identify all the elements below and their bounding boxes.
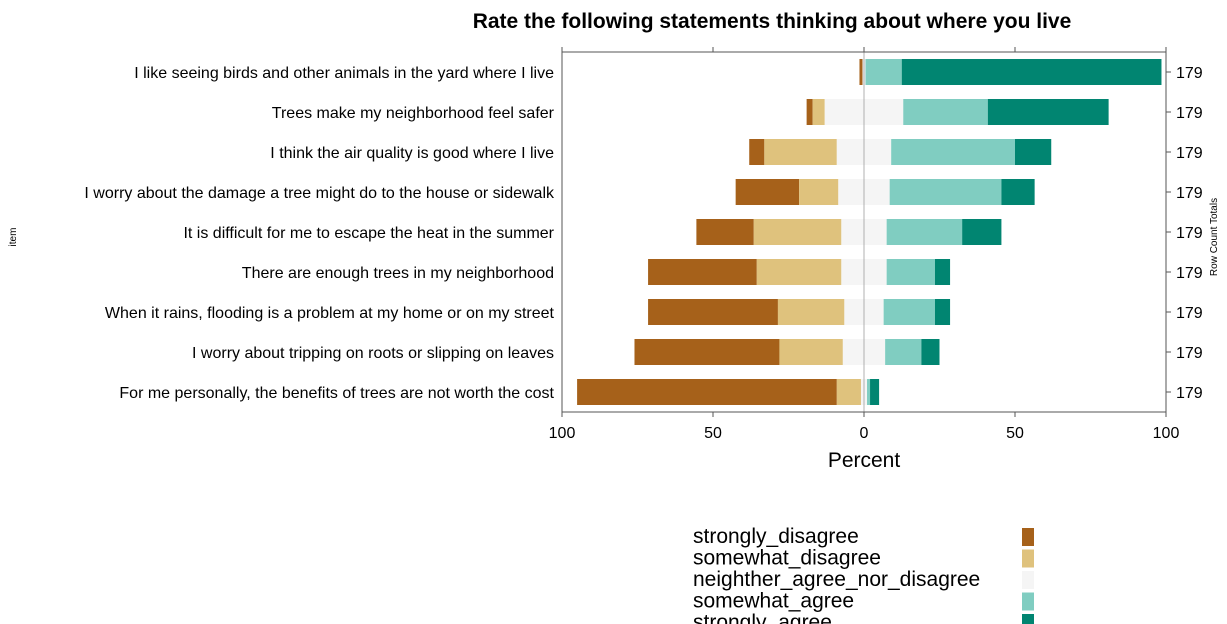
bar-somewhat-agree-row-2 — [903, 99, 988, 125]
item-label-8: I worry about tripping on roots or slipp… — [192, 345, 554, 362]
legend-swatch-somewhat-disagree — [1022, 549, 1034, 568]
bar-somewhat-disagree-row-9 — [836, 379, 861, 405]
bar-strongly-agree-row-8 — [921, 339, 940, 365]
legend-label-strongly-disagree: strongly_disagree — [693, 525, 859, 548]
bar-strongly-agree-row-2 — [987, 99, 1109, 125]
item-label-3: I think the air quality is good where I … — [270, 145, 554, 162]
bars-layer — [577, 59, 1162, 405]
bar-somewhat-agree-row-1 — [865, 59, 902, 85]
x-tick-label-3: 0 — [860, 425, 869, 442]
legend-label-somewhat-disagree: somewhat_disagree — [693, 547, 881, 570]
row-totals-axis-label: Row Count Totals — [1209, 198, 1220, 276]
item-label-9: For me personally, the benefits of trees… — [119, 385, 554, 402]
bar-strongly-disagree-row-4 — [735, 179, 800, 205]
row-total-label-3: 179 — [1176, 145, 1203, 162]
bar-strongly-disagree-row-5 — [696, 219, 754, 245]
bar-strongly-agree-row-9 — [870, 379, 880, 405]
x-tick-label-2: 50 — [704, 425, 722, 442]
legend-label-strongly-agree: strongly_agree — [693, 611, 832, 624]
bar-somewhat-agree-row-9 — [867, 379, 871, 405]
chart-title: Rate the following statements thinking a… — [473, 10, 1072, 33]
item-label-2: Trees make my neighborhood feel safer — [272, 105, 555, 122]
legend-swatch-somewhat-agree — [1022, 592, 1034, 611]
row-total-label-2: 179 — [1176, 105, 1203, 122]
row-total-label-7: 179 — [1176, 305, 1203, 322]
legend-swatch-neighther-agree-nor-disagree — [1022, 571, 1034, 589]
bar-strongly-agree-row-6 — [934, 259, 951, 285]
bar-somewhat-disagree-row-7 — [777, 299, 845, 325]
bar-somewhat-disagree-row-8 — [779, 339, 843, 365]
x-axis-label: Percent — [828, 449, 901, 472]
legend-label-somewhat-agree: somewhat_agree — [693, 590, 854, 613]
row-total-label-1: 179 — [1176, 65, 1203, 82]
row-total-label-5: 179 — [1176, 225, 1203, 242]
row-total-label-4: 179 — [1176, 185, 1203, 202]
bar-strongly-disagree-row-6 — [648, 259, 757, 285]
row-total-labels: 179 179 179 179 179 179 179 179 179 — [1166, 65, 1203, 402]
bar-somewhat-agree-row-4 — [889, 179, 1002, 205]
x-tick-label-4: 50 — [1006, 425, 1024, 442]
bar-strongly-disagree-row-3 — [749, 139, 765, 165]
bar-strongly-agree-row-3 — [1015, 139, 1052, 165]
bar-somewhat-agree-row-3 — [891, 139, 1015, 165]
legend-swatch-strongly-disagree — [1022, 528, 1034, 546]
bar-strongly-agree-row-5 — [962, 219, 1002, 245]
x-axis-ticks: 100 50 0 50 100 — [549, 47, 1180, 442]
item-label-7: When it rains, flooding is a problem at … — [105, 305, 555, 322]
row-total-label-6: 179 — [1176, 265, 1203, 282]
legend-label-neighther-agree-nor-disagree: neighther_agree_nor_disagree — [693, 568, 980, 591]
y-axis-label: item — [8, 228, 19, 247]
item-label-4: I worry about the damage a tree might do… — [84, 185, 555, 202]
item-label-5: It is difficult for me to escape the hea… — [183, 225, 554, 242]
row-total-label-9: 179 — [1176, 385, 1203, 402]
bar-somewhat-agree-row-6 — [886, 259, 935, 285]
legend: strongly_disagreesomewhat_disagreeneight… — [693, 525, 1034, 624]
item-label-1: I like seeing birds and other animals in… — [134, 65, 554, 82]
row-total-label-8: 179 — [1176, 345, 1203, 362]
bar-strongly-disagree-row-7 — [648, 299, 778, 325]
bar-somewhat-disagree-row-3 — [764, 139, 837, 165]
bar-strongly-agree-row-1 — [901, 59, 1162, 85]
bar-strongly-agree-row-7 — [934, 299, 951, 325]
x-tick-label-5: 100 — [1153, 425, 1180, 442]
bar-somewhat-disagree-row-4 — [799, 179, 839, 205]
legend-swatch-strongly-agree — [1022, 614, 1034, 624]
bar-somewhat-disagree-row-5 — [753, 219, 842, 245]
bar-somewhat-agree-row-7 — [883, 299, 935, 325]
bar-somewhat-disagree-row-6 — [756, 259, 842, 285]
x-tick-label-1: 100 — [549, 425, 576, 442]
bar-strongly-agree-row-4 — [1001, 179, 1035, 205]
bar-strongly-disagree-row-9 — [577, 379, 837, 405]
bar-strongly-disagree-row-8 — [634, 339, 780, 365]
bar-somewhat-agree-row-8 — [885, 339, 922, 365]
bar-somewhat-disagree-row-2 — [812, 99, 825, 125]
bar-somewhat-agree-row-5 — [886, 219, 963, 245]
bar-strongly-disagree-row-1 — [859, 59, 863, 85]
item-labels: I like seeing birds and other animals in… — [84, 65, 555, 402]
bar-strongly-disagree-row-2 — [806, 99, 813, 125]
item-label-6: There are enough trees in my neighborhoo… — [242, 265, 554, 282]
